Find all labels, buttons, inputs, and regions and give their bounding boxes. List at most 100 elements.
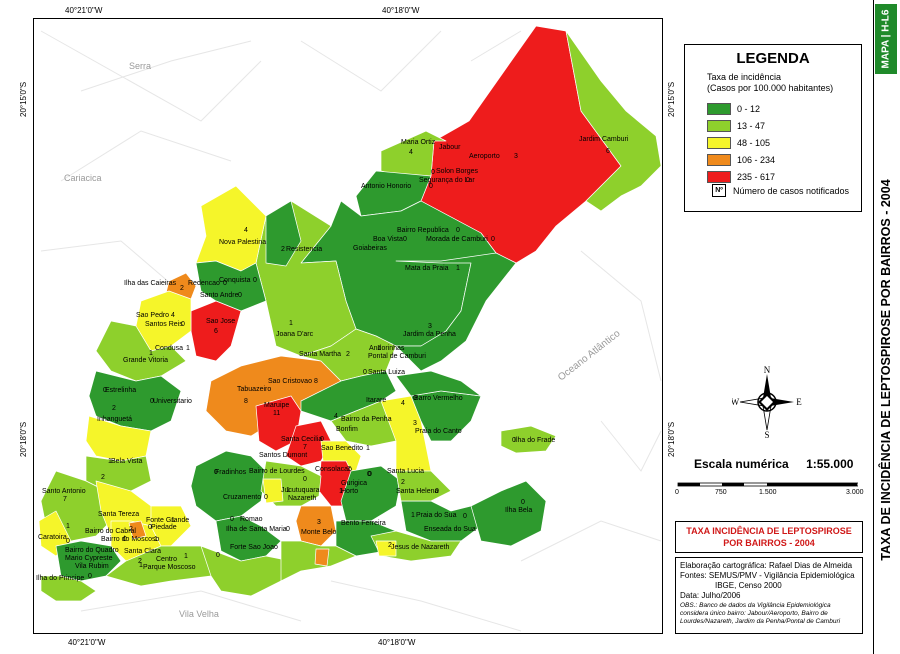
legend-label-4: 106 - 234	[737, 155, 776, 165]
neighborhood-name: Bairro do Moscoso	[101, 536, 159, 543]
neighborhood-name: Bairro de Lourdes	[249, 468, 305, 475]
neighborhood-name: Vila Rubim	[75, 563, 109, 570]
neighborhood-name: Inhanguetá	[97, 416, 132, 423]
neighborhood-name: Estrelinha	[105, 387, 136, 394]
case-count: 0	[466, 177, 470, 184]
case-count: 0	[230, 516, 234, 523]
case-count: 0	[223, 280, 227, 287]
case-count: 0	[216, 552, 220, 559]
legend-swatch-5	[707, 171, 731, 183]
case-count: 1	[366, 445, 370, 452]
case-count: 7	[63, 496, 67, 503]
scale-tick-3: 3.000	[846, 489, 864, 496]
polygon-barro-vermelho	[395, 370, 482, 397]
case-count: 0	[148, 524, 152, 531]
neighborhood-name: Ilha do Frade	[514, 437, 555, 444]
neighborhood-name: Morada de Camburi	[426, 236, 488, 243]
coord-left-lower: 20°18'0"S	[19, 421, 28, 457]
case-count: 4	[334, 413, 338, 420]
case-count: 3	[514, 153, 518, 160]
case-count: 0	[150, 398, 154, 405]
neighborhood-name: Mario Cypreste	[65, 555, 113, 562]
place-vila-velha: Vila Velha	[179, 609, 219, 619]
polygon-romao	[215, 515, 282, 562]
coord-left-upper: 20°15'0"S	[19, 81, 28, 117]
credits-obs: OBS.: Banco de dados da Vigilância Epide…	[680, 602, 841, 625]
neighborhood-name: Tabuazeiro	[237, 386, 271, 393]
case-count: 0	[435, 488, 439, 495]
neighborhood-name: Fradinhos	[215, 469, 247, 476]
neighborhood-name: Bairro da Penha	[341, 416, 392, 423]
polygon-santa-martha	[300, 328, 397, 382]
case-count: 0	[264, 494, 268, 501]
case-count: 4	[244, 227, 248, 234]
case-count: 6	[606, 148, 610, 155]
neighborhood-name: Piedade	[151, 524, 177, 531]
map-title-line2: POR BAIRROS - 2004	[723, 538, 815, 548]
neighborhood-name: Santa Martha	[299, 351, 341, 358]
neighborhood-name: Santa Tereza	[98, 511, 139, 518]
neighborhood-name: Horto	[341, 488, 358, 495]
case-count: 0	[214, 469, 218, 476]
polygon-ilha-principe	[40, 575, 97, 602]
polygon-jucutuquara	[262, 478, 284, 504]
neighborhood-name: Santo Antonio	[42, 488, 86, 495]
credits-line4: Data: Julho/2006	[680, 591, 741, 600]
legend: LEGENDA Taxa de incidência (Casos por 10…	[684, 44, 862, 212]
case-count: 11	[273, 410, 280, 417]
neighborhood-name: Barro Vermelho	[414, 395, 463, 402]
neighborhood-name: Andorinhas	[369, 345, 405, 352]
credits-line2: Fontes: SEMUS/PMV - Vigilância Epidemiol…	[680, 571, 855, 580]
legend-label-5: 235 - 617	[737, 172, 776, 182]
neighborhood-name: Jucutuquara	[281, 487, 320, 494]
case-count: 6	[214, 328, 218, 335]
neighborhood-name: Solon Borges	[436, 168, 479, 175]
choropleth-map: Serra Cariacica Vila Velha Oceano Atlânt…	[36, 25, 662, 632]
neighborhood-name: Santa Helena	[396, 488, 439, 495]
legend-swatch-4	[707, 154, 731, 166]
case-count: 1	[289, 320, 293, 327]
polygon-conquista	[195, 260, 267, 312]
case-count: 2	[138, 558, 142, 565]
polygon-resistencia	[265, 200, 302, 267]
case-count: 0	[286, 526, 290, 533]
case-count: 1	[66, 523, 70, 530]
case-count: 4	[401, 400, 405, 407]
neighborhood-name: Ilha do Principe	[36, 575, 84, 582]
compass-n: N	[764, 366, 771, 375]
neighborhood-name: Bairro do Quadro	[65, 547, 119, 554]
case-count: 0	[181, 321, 185, 328]
legend-swatch-2	[707, 120, 731, 132]
neighborhood-name: Forte Sao Joao	[230, 544, 278, 551]
polygon-jardim-penha	[395, 252, 517, 372]
neighborhood-name: Condusa	[155, 345, 183, 352]
case-count: 8	[244, 398, 248, 405]
neighborhood-name: Monte Belo	[301, 529, 337, 536]
map-id-tag: MAPA | H-L6	[875, 4, 897, 74]
case-count: 3	[413, 420, 417, 427]
case-count: 2	[180, 285, 184, 292]
case-count: 3	[317, 519, 321, 526]
neighborhood-name: Redencao	[188, 280, 220, 287]
place-cariacica: Cariacica	[64, 173, 102, 183]
polygon-fradinhos	[190, 450, 267, 522]
case-count: 0	[512, 437, 516, 444]
case-count: 1	[377, 345, 381, 352]
polygon-ilha-do-frade	[500, 425, 557, 454]
neighborhood-name: Sao Pedro	[136, 312, 169, 319]
neighborhood-name: Enseada do Sua	[424, 526, 476, 533]
neighborhood-name: Joana D'arc	[276, 331, 314, 338]
compass-e: E	[796, 397, 802, 407]
polygon-piedade	[128, 520, 147, 540]
case-count: 0	[88, 573, 92, 580]
case-count: 0	[238, 292, 242, 299]
credits-box: Elaboração cartográfica: Rafael Dias de …	[675, 557, 863, 634]
neighborhood-name: Bento Ferreira	[341, 520, 386, 527]
polygon-sao-jose	[190, 300, 242, 362]
case-count: 0	[431, 169, 435, 176]
case-count: 0	[303, 476, 307, 483]
case-count: 0	[429, 183, 433, 190]
neighborhood-name: Santo Andre	[200, 292, 239, 299]
neighborhood-name: Ilha Bela	[505, 507, 532, 514]
